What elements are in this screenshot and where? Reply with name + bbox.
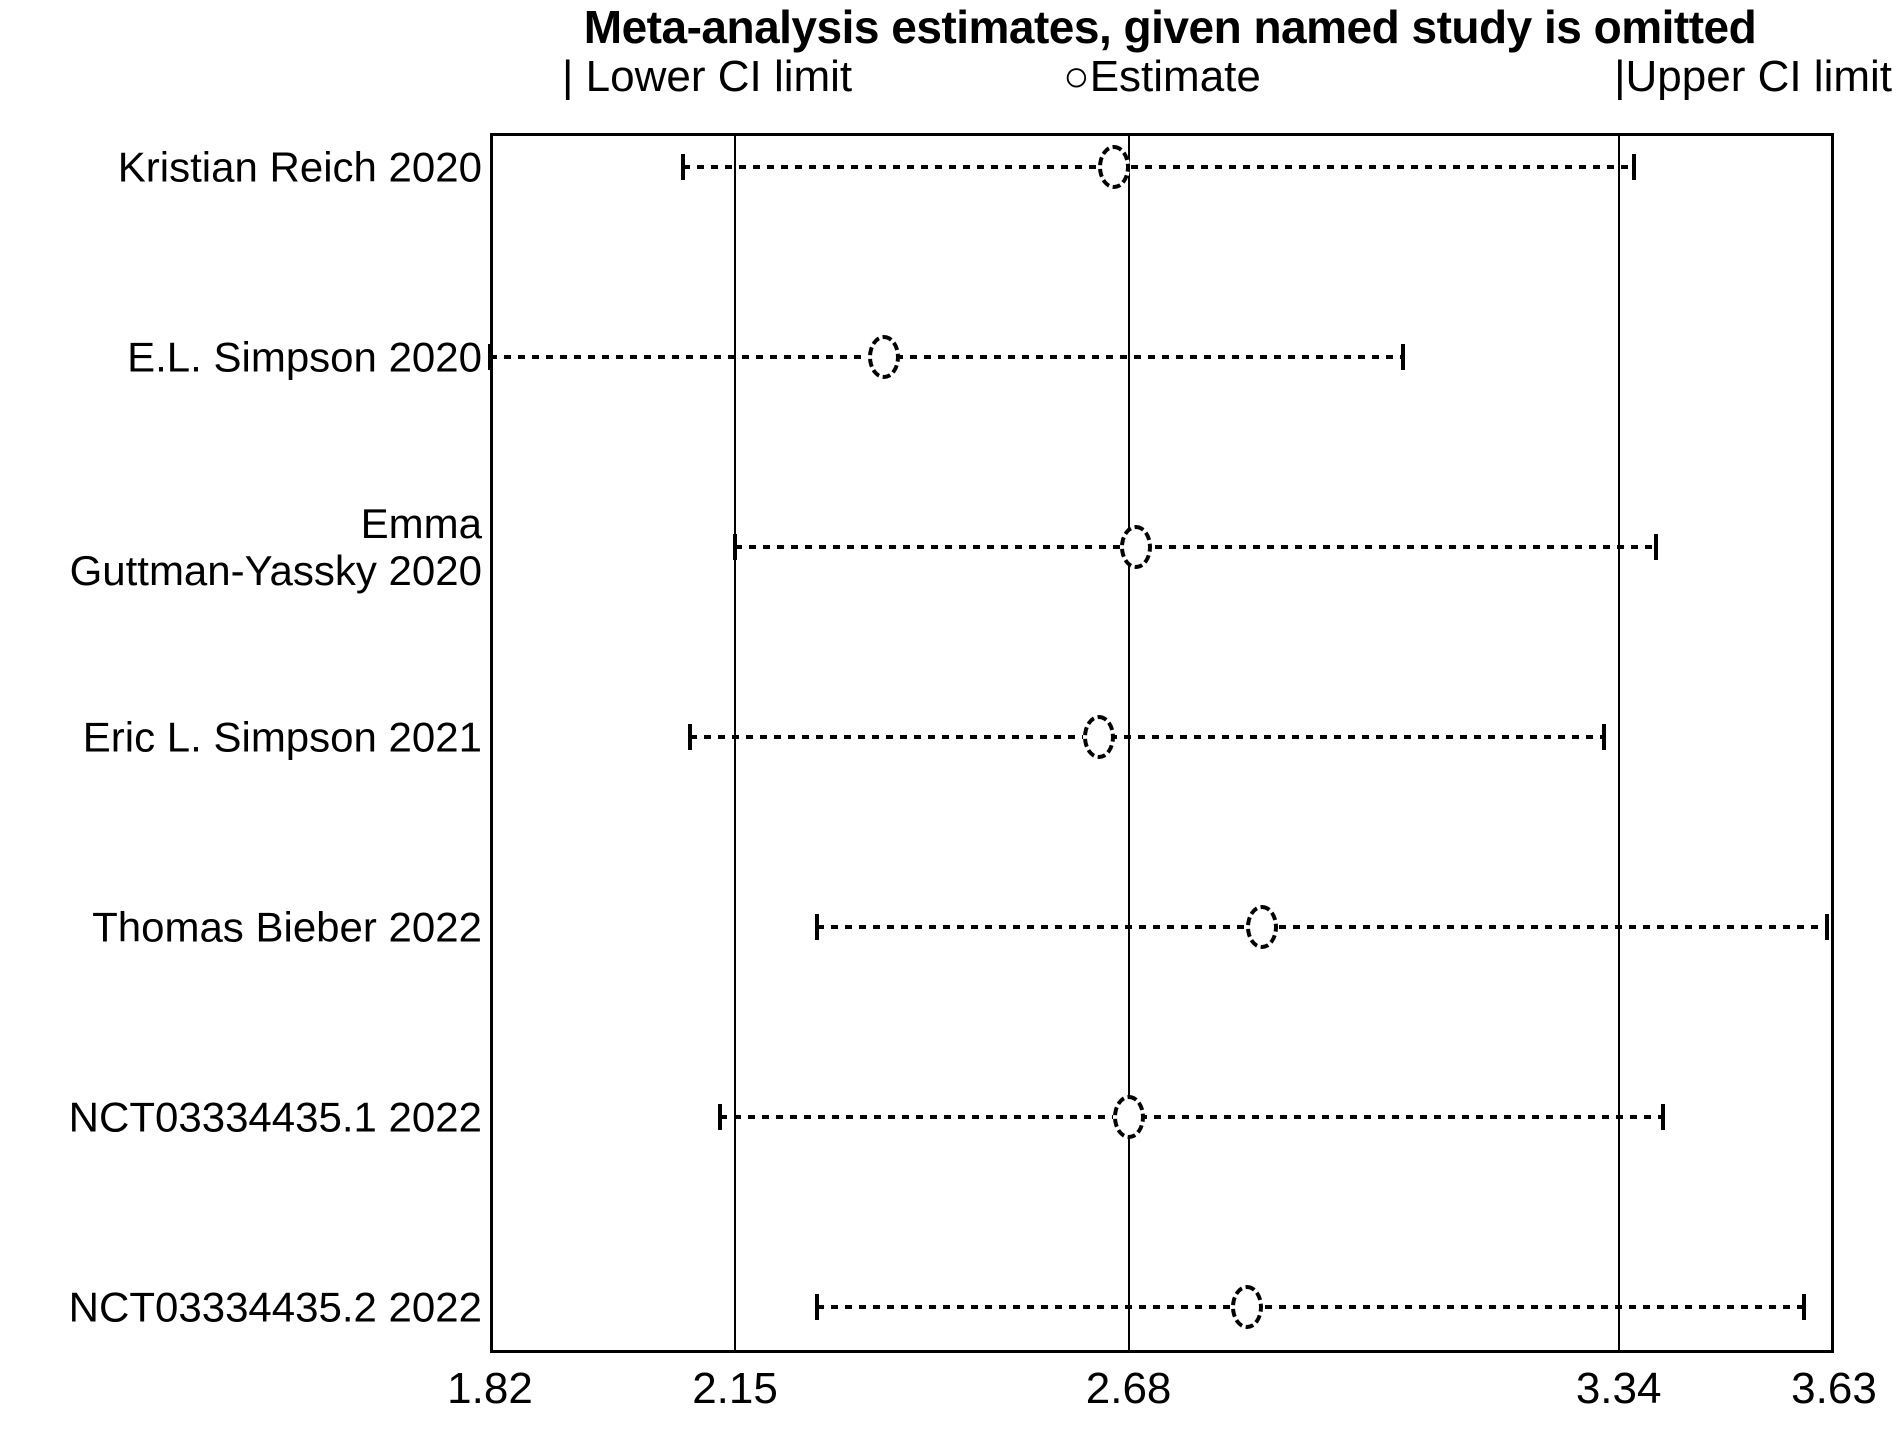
reference-line [1617, 133, 1620, 1353]
legend-item-upper-ci: |Upper CI limit [1614, 52, 1892, 102]
ci-line [690, 735, 1604, 739]
study-label-line: Emma [360, 499, 482, 547]
study-label-line: Thomas Bieber 2022 [92, 903, 482, 951]
lower-ci-tick [488, 344, 492, 370]
reference-line [734, 133, 737, 1353]
lower-ci-tick [688, 724, 693, 750]
study-label: E.L. Simpson 2020 [0, 333, 482, 380]
study-label: Thomas Bieber 2022 [0, 903, 482, 950]
study-label: Kristian Reich 2020 [0, 143, 482, 190]
x-axis-tick-label: 2.15 [692, 1364, 778, 1413]
upper-ci-tick-icon: | [1614, 52, 1626, 101]
estimate-marker [1246, 905, 1279, 949]
chart-title: Meta-analysis estimates, given named stu… [583, 1, 1757, 53]
study-label-line: E.L. Simpson 2020 [127, 333, 482, 381]
upper-ci-tick [1661, 1104, 1666, 1130]
study-label: Eric L. Simpson 2021 [0, 713, 482, 760]
x-axis-tick-label: 2.68 [1085, 1364, 1172, 1413]
ci-line [683, 165, 1634, 169]
x-axis-tick-label: 3.34 [1575, 1364, 1662, 1413]
x-axis-tick-label: 1.82 [447, 1364, 533, 1413]
study-label-line: NCT03334435.2 2022 [68, 1283, 482, 1331]
plot-frame [490, 133, 1834, 1353]
estimate-marker [1112, 1095, 1145, 1139]
study-label-line: Kristian Reich 2020 [117, 143, 482, 191]
legend-label-lower-ci: Lower CI limit [573, 52, 853, 101]
study-label: NCT03334435.1 2022 [0, 1093, 482, 1140]
study-label-line: Guttman-Yassky 2020 [69, 547, 482, 594]
legend-item-estimate: ○Estimate [1063, 52, 1261, 102]
legend-label-upper-ci: Upper CI limit [1625, 52, 1893, 101]
lower-ci-tick-icon: | [562, 52, 574, 101]
x-axis-tick-label: 3.63 [1791, 1364, 1877, 1413]
lower-ci-tick [718, 1104, 723, 1130]
estimate-marker [867, 335, 900, 379]
ci-line [490, 355, 1404, 359]
legend-label-estimate: Estimate [1089, 52, 1261, 101]
lower-ci-tick [681, 154, 686, 180]
lower-ci-tick [814, 914, 819, 940]
estimate-marker [1120, 525, 1152, 569]
estimate-circle-icon: ○ [1063, 52, 1090, 101]
ci-line [735, 545, 1656, 549]
study-label: NCT03334435.2 2022 [0, 1283, 482, 1330]
upper-ci-tick [1653, 534, 1658, 560]
chart-legend: | Lower CI limit ○Estimate |Upper CI lim… [490, 52, 1892, 106]
upper-ci-tick [1401, 344, 1406, 370]
ci-line [816, 1305, 1805, 1309]
study-label: Emma Guttman-Yassky 2020 [0, 500, 482, 594]
study-label-line: NCT03334435.1 2022 [68, 1093, 482, 1141]
upper-ci-tick [1631, 154, 1636, 180]
lower-ci-tick [814, 1294, 819, 1320]
upper-ci-tick [1824, 914, 1829, 940]
ci-line [816, 925, 1827, 929]
upper-ci-tick [1802, 1294, 1807, 1320]
upper-ci-tick [1601, 724, 1606, 750]
ci-line [720, 1115, 1664, 1119]
estimate-marker [1097, 145, 1130, 189]
legend-item-lower-ci: | Lower CI limit [562, 52, 852, 102]
estimate-marker [1082, 715, 1115, 759]
reference-line [1127, 133, 1130, 1353]
study-label-line: Eric L. Simpson 2021 [82, 713, 482, 761]
estimate-marker [1231, 1285, 1264, 1329]
lower-ci-tick [733, 534, 738, 560]
